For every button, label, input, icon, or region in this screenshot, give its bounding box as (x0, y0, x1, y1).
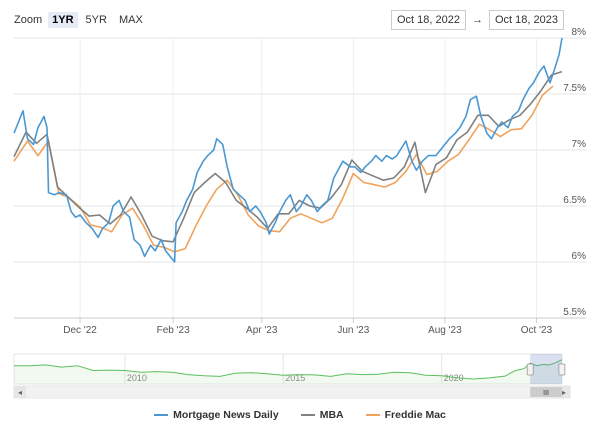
zoom-label: Zoom (14, 14, 43, 26)
zoom-max-button[interactable]: MAX (118, 14, 143, 26)
range-to-input[interactable]: Oct 18, 2023 (489, 10, 564, 30)
y-tick-label: 6.5% (563, 195, 586, 206)
series-line-1[interactable] (13, 70, 563, 243)
x-tick-label: Jun '23 (337, 325, 369, 336)
range-arrow-icon: → (472, 14, 483, 26)
legend-label-mba: MBA (319, 409, 344, 421)
grid-layer (14, 37, 586, 319)
legend-label-freddie: Freddie Mac (384, 409, 446, 421)
navigator-handle-left[interactable] (526, 363, 534, 376)
x-tick-label: Feb '23 (157, 325, 190, 336)
x-axis: Dec '22 Feb '23 Apr '23 Jun '23 Aug '23 Oct '… (14, 317, 586, 336)
x-tick-label: Oct '23 (521, 325, 553, 336)
navigator-year-label: 2020 (444, 373, 464, 383)
navigator-selection[interactable] (530, 354, 562, 384)
navigator-year-label: 2010 (127, 373, 147, 383)
scrollbar-grip-icon: III (543, 390, 549, 397)
x-tick-label: Dec '22 (63, 325, 97, 336)
legend-item-mba[interactable]: MBA (300, 409, 344, 421)
zoom-1yr-button[interactable]: 1YR (48, 12, 78, 28)
legend-label-mnd: Mortgage News Daily (173, 409, 279, 421)
zoom-5yr-button[interactable]: 5YR (85, 14, 107, 26)
legend-swatch-freddie (365, 414, 380, 416)
y-tick-label: 7.5% (563, 83, 586, 94)
navigator-area (14, 359, 562, 384)
date-range-selector: Oct 18, 2022 → Oct 18, 2023 (391, 10, 564, 30)
x-tick-label: Apr '23 (246, 325, 278, 336)
y-tick-label: 5.5% (563, 307, 586, 318)
zoom-controls: Zoom 1YR 5YR MAX (14, 11, 147, 29)
legend-item-freddie[interactable]: Freddie Mac (365, 409, 446, 421)
legend-swatch-mba (300, 414, 315, 416)
y-tick-label: 8% (572, 27, 587, 38)
navigator-year-label: 2015 (285, 373, 305, 383)
x-tick-label: Aug '23 (428, 325, 462, 336)
y-tick-label: 6% (572, 251, 587, 262)
series-line-2[interactable] (13, 85, 554, 253)
series-line-0[interactable] (13, 37, 563, 263)
legend-swatch-mnd (154, 414, 169, 416)
series-layer (13, 37, 563, 263)
navigator: 2010 2015 2020 ◂ ▸ III (13, 353, 571, 399)
scrollbar-thumb[interactable] (530, 387, 562, 397)
scrollbar-track[interactable] (13, 385, 571, 399)
legend: Mortgage News Daily MBA Freddie Mac (0, 409, 600, 421)
scrollbar-left-button[interactable] (14, 386, 26, 398)
scroll-left-arrow-icon: ◂ (18, 388, 22, 397)
range-from-input[interactable]: Oct 18, 2022 (391, 10, 466, 30)
y-tick-label: 7% (572, 139, 587, 150)
legend-item-mnd[interactable]: Mortgage News Daily (154, 409, 279, 421)
y-axis: 5.5% 6% 6.5% 7% 7.5% 8% (563, 27, 586, 318)
navigator-history-line (14, 359, 563, 380)
scroll-right-arrow-icon: ▸ (562, 388, 566, 397)
navigator-handle-right[interactable] (558, 363, 566, 376)
